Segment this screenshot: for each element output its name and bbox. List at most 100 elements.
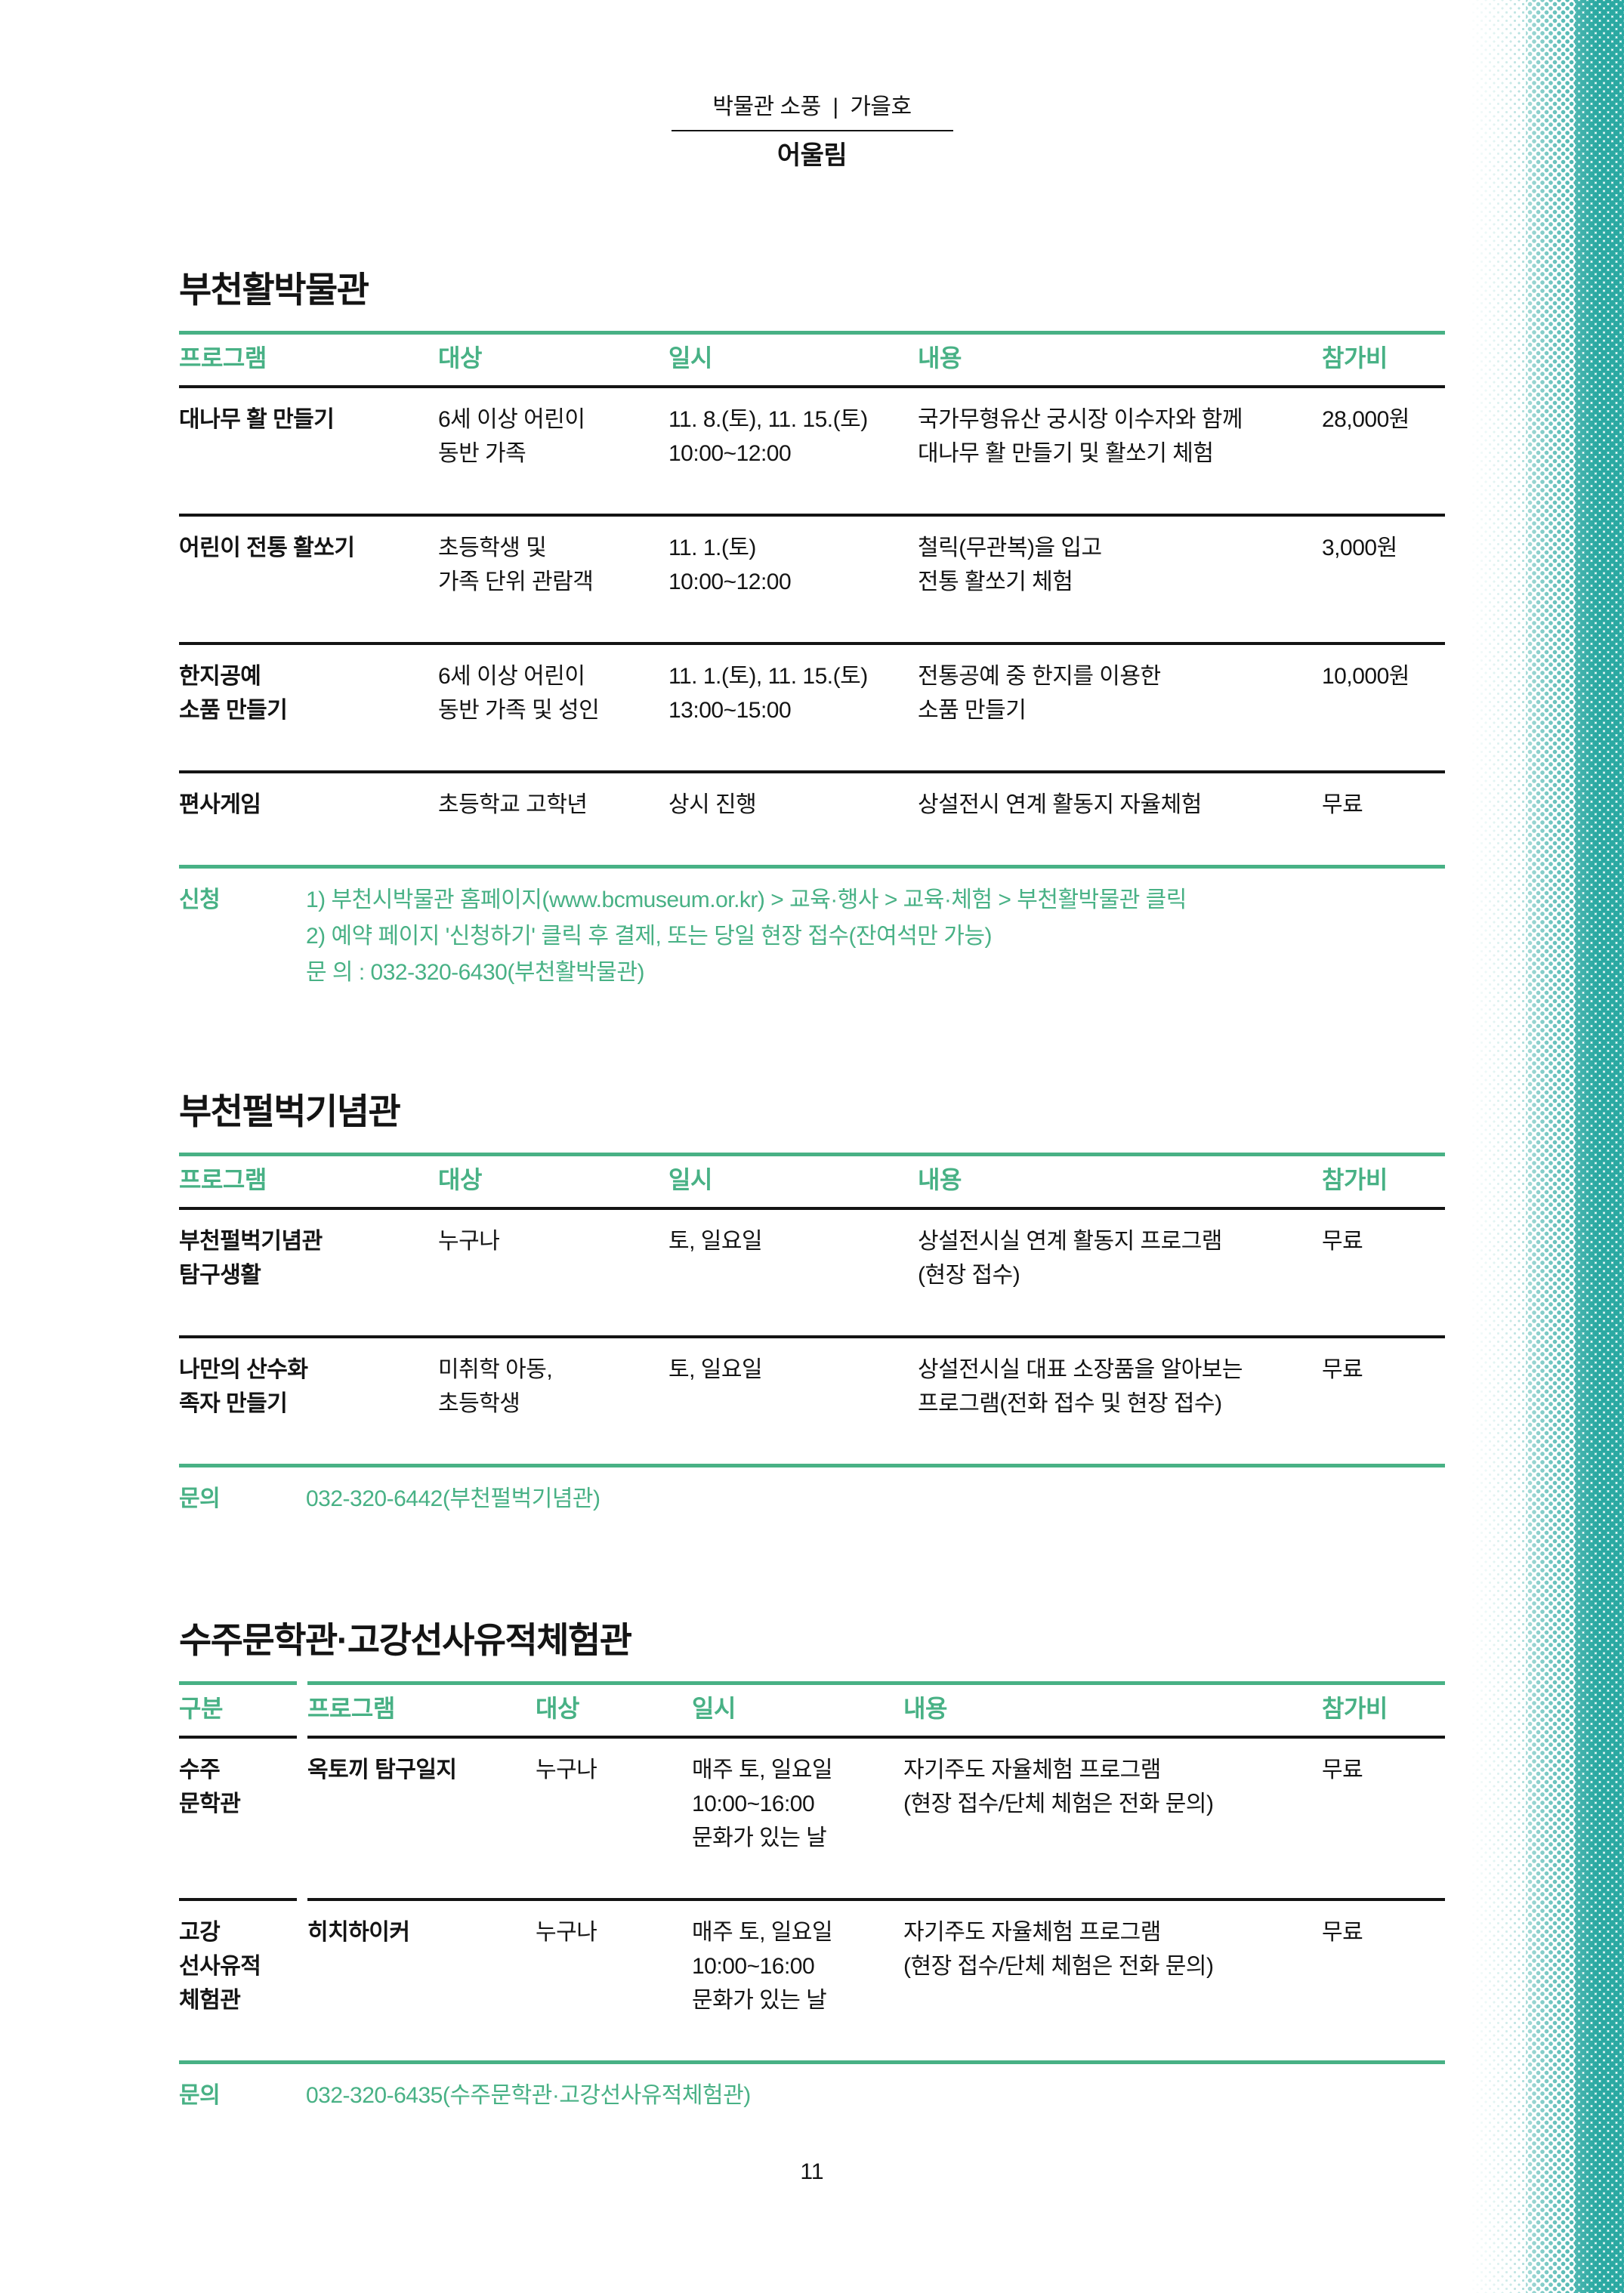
col-header-description: 내용 [903, 1695, 947, 1722]
col-header-target: 대상 [536, 1695, 579, 1722]
col-header-target: 대상 [438, 344, 482, 372]
notes-line: 032-320-6435(수주문학관·고강선사유적체험관) [306, 2083, 751, 2108]
cell-description: 상설전시실 연계 활동지 프로그램 (현장 접수) [918, 1229, 1222, 1288]
section-pearl-buck-memorial: 부천펄벅기념관 프로그램 대상 일시 내용 참가비 부천펄벅기념관 탐구생활 누… [179, 1092, 1445, 1517]
cell-description: 상설전시실 대표 소장품을 알아보는 프로그램(전화 접수 및 현장 접수) [918, 1357, 1243, 1416]
col-header-target: 대상 [438, 1166, 482, 1193]
table-row: 나만의 산수화 족자 만들기 미취학 아동, 초등학생 토, 일요일 상설전시실… [179, 1338, 1445, 1464]
col-header-program: 프로그램 [179, 1166, 267, 1193]
cell-program: 편사게임 [179, 792, 261, 817]
cell-target: 초등학생 및 가족 단위 관람객 [438, 535, 594, 594]
section-title: 수주문학관·고강선사유적체험관 [179, 1620, 632, 1660]
cell-program: 어린이 전통 활쏘기 [179, 535, 355, 560]
notes-line: 2) 예약 페이지 '신청하기' 클릭 후 결제, 또는 당일 현장 접수(잔여… [306, 924, 992, 949]
cell-schedule: 11. 1.(토) 10:00~12:00 [668, 535, 792, 594]
table-bottom-rule [179, 2060, 1445, 2064]
masthead: 박물관 소풍 | 가을호 어울림 [179, 94, 1445, 171]
cell-group: 고강 선사유적 체험관 [179, 1920, 261, 2013]
inquiry-notes: 문의 032-320-6435(수주문학관·고강선사유적체험관) [179, 2064, 1445, 2114]
section-bucheon-bow-museum: 부천활박물관 프로그램 대상 일시 내용 참가비 대나무 활 만들기 6세 이상… [179, 270, 1445, 991]
cell-target: 미취학 아동, 초등학생 [438, 1357, 553, 1416]
cell-description: 철릭(무관복)을 입고 전통 활쏘기 체험 [918, 535, 1102, 594]
cell-program: 나만의 산수화 족자 만들기 [179, 1357, 308, 1416]
rule-segment [307, 1898, 1445, 1901]
cell-fee: 무료 [1322, 792, 1363, 817]
cell-target: 누구나 [438, 1229, 500, 1254]
brand-title: 어울림 [776, 141, 848, 170]
page-number: 11 [800, 2159, 824, 2184]
col-header-schedule: 일시 [668, 344, 712, 372]
table-header-row: 구분 프로그램 대상 일시 내용 참가비 [179, 1685, 1445, 1736]
cell-target: 초등학교 고학년 [438, 792, 588, 817]
cell-schedule: 11. 1.(토), 11. 15.(토) 13:00~15:00 [668, 664, 868, 723]
table-header-rule [179, 1207, 1445, 1210]
row-divider [179, 642, 1445, 645]
table-row: 편사게임 초등학교 고학년 상시 진행 상설전시 연계 활동지 자율체험 무료 [179, 773, 1445, 865]
cell-description: 국가무형유산 궁시장 이수자와 함께 대나무 활 만들기 및 활쏘기 체험 [918, 407, 1243, 466]
cell-target: 누구나 [536, 1758, 597, 1782]
masthead-divider [671, 130, 953, 131]
col-header-schedule: 일시 [668, 1166, 712, 1193]
cell-fee: 무료 [1322, 1357, 1363, 1382]
row-divider [179, 1335, 1445, 1338]
notes-body: 1) 부천시박물관 홈페이지(www.bcmuseum.or.kr) > 교육·… [306, 882, 1187, 991]
cell-fee: 무료 [1322, 1229, 1363, 1254]
cell-fee: 무료 [1322, 1758, 1363, 1782]
cell-group: 수주 문학관 [179, 1758, 241, 1816]
cell-program: 대나무 활 만들기 [179, 407, 335, 432]
table-row: 어린이 전통 활쏘기 초등학생 및 가족 단위 관람객 11. 1.(토) 10… [179, 517, 1445, 642]
cell-description: 자기주도 자율체험 프로그램 (현장 접수/단체 체험은 전화 문의) [903, 1920, 1214, 1979]
col-header-fee: 참가비 [1322, 1695, 1388, 1722]
rule-segment [179, 1681, 297, 1685]
cell-schedule: 상시 진행 [668, 792, 757, 817]
notes-label: 문의 [179, 2083, 221, 2108]
cell-program: 한지공예 소품 만들기 [179, 664, 288, 723]
cell-program: 히치하이커 [307, 1920, 410, 1945]
cell-fee: 28,000원 [1322, 407, 1409, 432]
cell-schedule: 11. 8.(토), 11. 15.(토) 10:00~12:00 [668, 407, 868, 466]
cell-program: 옥토끼 탐구일지 [307, 1758, 457, 1782]
table-header-rule-split [179, 1736, 1445, 1739]
halftone-gradient-strip [1469, 0, 1624, 2293]
halftone-fade-overlay [1469, 0, 1624, 2293]
col-header-program: 프로그램 [307, 1695, 395, 1722]
row-divider [179, 770, 1445, 773]
table-top-rule-split [179, 1681, 1445, 1685]
notes-line: 032-320-6442(부천펄벅기념관) [306, 1486, 601, 1511]
table-header-row: 프로그램 대상 일시 내용 참가비 [179, 1156, 1445, 1207]
cell-fee: 10,000원 [1322, 664, 1409, 689]
cell-fee: 무료 [1322, 1920, 1363, 1945]
rule-segment [307, 1681, 1445, 1685]
col-header-group: 구분 [179, 1695, 223, 1722]
cell-description: 상설전시 연계 활동지 자율체험 [918, 792, 1202, 817]
notes-body: 032-320-6435(수주문학관·고강선사유적체험관) [306, 2078, 751, 2114]
table-row: 대나무 활 만들기 6세 이상 어린이 동반 가족 11. 8.(토), 11.… [179, 388, 1445, 514]
table-top-rule [179, 1153, 1445, 1156]
rule-segment [307, 1736, 1445, 1739]
table-top-rule [179, 331, 1445, 335]
cell-description: 자기주도 자율체험 프로그램 (현장 접수/단체 체험은 전화 문의) [903, 1758, 1214, 1816]
table-row: 수주 문학관 옥토끼 탐구일지 누구나 매주 토, 일요일 10:00~16:0… [179, 1739, 1445, 1898]
table-row: 고강 선사유적 체험관 히치하이커 누구나 매주 토, 일요일 10:00~16… [179, 1901, 1445, 2060]
col-header-schedule: 일시 [692, 1695, 736, 1722]
cell-target: 누구나 [536, 1920, 597, 1945]
cell-schedule: 매주 토, 일요일 10:00~16:00 문화가 있는 날 [692, 1920, 833, 2013]
cell-target: 6세 이상 어린이 동반 가족 및 성인 [438, 664, 600, 723]
application-notes: 신청 1) 부천시박물관 홈페이지(www.bcmuseum.or.kr) > … [179, 869, 1445, 991]
cell-schedule: 토, 일요일 [668, 1357, 763, 1382]
col-header-description: 내용 [918, 344, 962, 372]
cell-program: 부천펄벅기념관 탐구생활 [179, 1229, 323, 1288]
table-bottom-rule [179, 865, 1445, 869]
rule-segment [179, 1736, 297, 1739]
cell-target: 6세 이상 어린이 동반 가족 [438, 407, 585, 466]
issue-label: 박물관 소풍 | 가을호 [712, 94, 912, 119]
table-header-rule [179, 385, 1445, 388]
row-divider [179, 514, 1445, 517]
inquiry-notes: 문의 032-320-6442(부천펄벅기념관) [179, 1467, 1445, 1517]
cell-description: 전통공예 중 한지를 이용한 소품 만들기 [918, 664, 1161, 723]
cell-schedule: 토, 일요일 [668, 1229, 763, 1254]
notes-label: 문의 [179, 1486, 221, 1511]
col-header-fee: 참가비 [1322, 344, 1388, 372]
table-header-row: 프로그램 대상 일시 내용 참가비 [179, 335, 1445, 385]
